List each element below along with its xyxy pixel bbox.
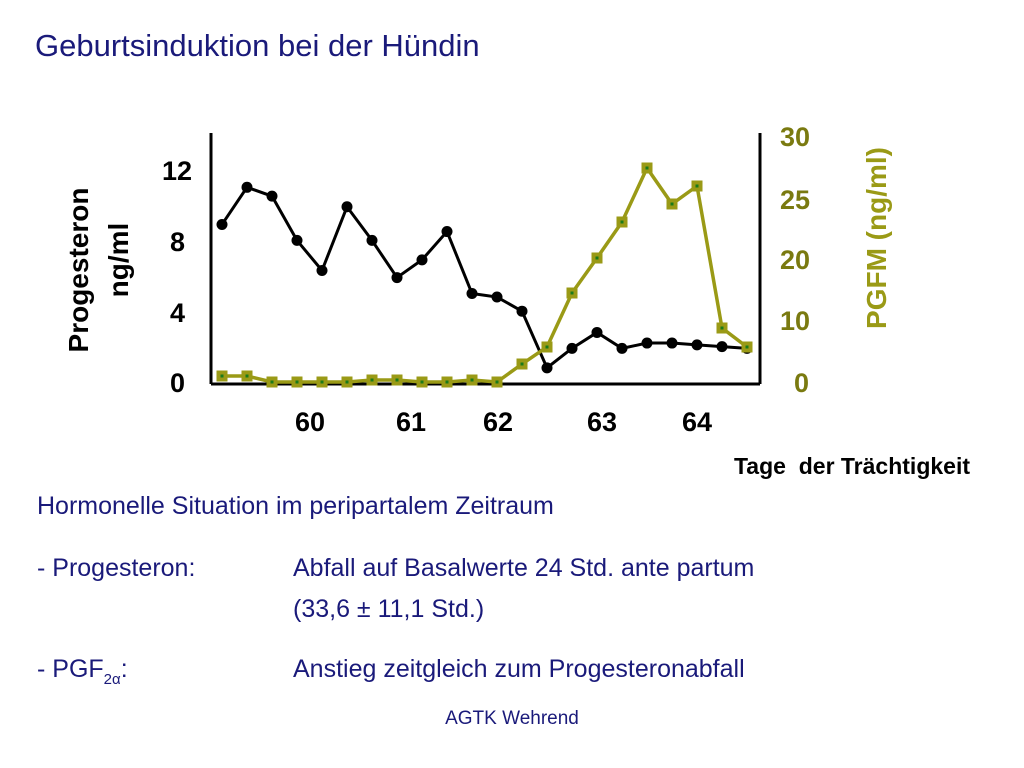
progesteron-point <box>566 342 578 354</box>
progesteron-point <box>666 337 678 349</box>
right-tick-label: 10 <box>780 306 810 336</box>
progesteron-line <box>220 185 748 371</box>
pgfm-point-center <box>695 184 699 188</box>
progesteron-point <box>591 326 603 338</box>
pgf-label-suffix: : <box>120 655 128 683</box>
pgfm-point-center <box>345 380 349 384</box>
x-tick-label: 61 <box>396 407 426 437</box>
pgfm-point-center <box>220 374 224 378</box>
progesteron-text-2: (33,6 ± 11,1 Std.) <box>293 595 485 623</box>
pgfm-point-center <box>545 345 549 349</box>
progesteron-point <box>366 234 378 246</box>
y-left-axis-unit: ng/ml <box>103 223 134 298</box>
progesteron-point <box>316 264 328 276</box>
left-tick-label: 4 <box>170 298 185 328</box>
progesteron-point <box>416 254 428 266</box>
progesteron-point <box>241 181 253 193</box>
progesteron-label: - Progesteron: <box>37 554 196 582</box>
progesteron-point <box>641 337 653 349</box>
x-tick-label: 63 <box>587 407 617 437</box>
series-layer <box>216 162 753 388</box>
pgfm-point-center <box>445 380 449 384</box>
pgfm-point-center <box>470 378 474 382</box>
x-tick-label: 64 <box>682 407 712 437</box>
pgfm-point-center <box>595 256 599 260</box>
right-tick-label: 25 <box>780 185 810 215</box>
left-tick-label: 0 <box>170 368 185 398</box>
pgfm-point-center <box>270 380 274 384</box>
pgfm-point-center <box>320 380 324 384</box>
progesteron-text-1: Abfall auf Basalwerte 24 Std. ante partu… <box>293 554 755 582</box>
pgfm-point-center <box>745 345 749 349</box>
hormone-chart: 12 8 4 0 30 25 20 10 0 60 61 62 63 64 Pr… <box>63 122 970 479</box>
right-tick-label: 30 <box>780 122 810 152</box>
pgfm-point-center <box>670 202 674 206</box>
pgfm-point-center <box>620 220 624 224</box>
pgf-text: Anstieg zeitgleich zum Progesteronabfall <box>293 655 745 683</box>
right-tick-label: 0 <box>794 368 809 398</box>
left-tick-label: 8 <box>170 227 185 257</box>
body-heading: Hormonelle Situation im peripartalem Zei… <box>37 492 554 520</box>
x-tick-label: 62 <box>483 407 513 437</box>
x-tick-label: 60 <box>295 407 325 437</box>
left-tick-label: 12 <box>162 156 192 186</box>
progesteron-point <box>266 190 278 202</box>
progesteron-point <box>466 288 478 299</box>
pgfm-point-center <box>570 291 574 295</box>
progesteron-point <box>441 226 453 238</box>
y-left-axis-title: Progesteron <box>63 188 94 353</box>
pgfm-point-center <box>720 326 724 330</box>
slide-title: Geburtsinduktion bei der Hündin <box>35 28 480 63</box>
progesteron-point <box>391 272 403 284</box>
pgf-label-subscript: 2α <box>103 671 121 688</box>
pgfm-point-center <box>295 380 299 384</box>
footer-credit: AGTK Wehrend <box>445 708 579 729</box>
progesteron-point <box>516 305 528 317</box>
progesteron-point <box>541 362 553 374</box>
pgfm-point-center <box>645 166 649 170</box>
progesteron-point <box>291 234 303 246</box>
progesteron-point <box>616 342 628 354</box>
pgfm-point-center <box>245 374 249 378</box>
progesteron-point <box>691 339 703 351</box>
progesteron-point <box>341 201 353 213</box>
pgfm-point-center <box>520 362 524 366</box>
pgf-label: - PGF2α: <box>37 655 128 688</box>
pgfm-point-center <box>395 378 399 382</box>
pgfm-point-center <box>420 380 424 384</box>
progesteron-point <box>491 291 503 303</box>
pgfm-line <box>222 164 749 384</box>
pgfm-point-center <box>370 378 374 382</box>
pgf-label-prefix: - PGF <box>37 655 104 683</box>
progesteron-point <box>716 341 728 353</box>
pgfm-point-center <box>495 380 499 384</box>
progesteron-point <box>216 218 228 230</box>
y-right-axis-title: PGFM (ng/ml) <box>861 147 892 329</box>
x-axis-title: Tage der Trächtigkeit <box>734 453 970 479</box>
right-tick-label: 20 <box>780 245 810 275</box>
